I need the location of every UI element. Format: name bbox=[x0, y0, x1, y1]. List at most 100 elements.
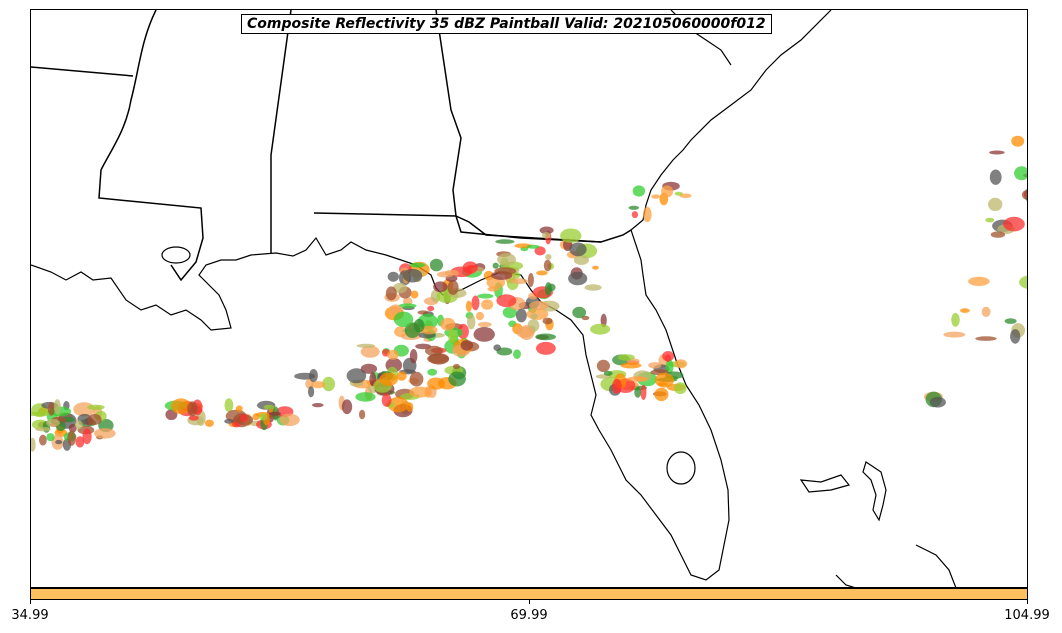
paintball-blob bbox=[259, 413, 268, 421]
paintball-blob bbox=[68, 423, 77, 433]
paintball-blob bbox=[224, 418, 234, 424]
paintball-blob bbox=[651, 194, 660, 199]
bahamas-south bbox=[915, 544, 957, 587]
bahamas-island bbox=[799, 474, 851, 493]
paintball-blob bbox=[471, 295, 480, 311]
paintball-blob bbox=[465, 300, 472, 312]
paintball-blob bbox=[35, 410, 50, 417]
paintball-blob bbox=[396, 371, 407, 381]
paintball-blob bbox=[631, 211, 639, 219]
paintball-blob bbox=[47, 402, 55, 416]
paintball-blob bbox=[527, 273, 534, 287]
paintball-blob bbox=[481, 299, 494, 310]
ms-al-border bbox=[270, 10, 292, 253]
paintball-blob bbox=[75, 420, 83, 430]
map-canvas bbox=[31, 10, 1027, 587]
paintball-blob bbox=[510, 278, 528, 285]
paintball-blob bbox=[346, 368, 367, 384]
paintball-blob bbox=[568, 271, 588, 286]
paintball-blob bbox=[640, 384, 647, 400]
paintball-blob bbox=[429, 258, 443, 272]
paintball-blob bbox=[536, 341, 556, 355]
paintball-blob bbox=[410, 290, 419, 299]
paintball-blob bbox=[409, 262, 426, 268]
paintball-blob bbox=[1010, 329, 1021, 344]
paintball-blob bbox=[387, 396, 409, 413]
paintball-blob bbox=[1014, 166, 1027, 181]
paintball-blob bbox=[279, 413, 300, 427]
paintball-blob bbox=[427, 353, 449, 364]
paintball-blob bbox=[413, 318, 425, 333]
paintball-blob bbox=[679, 193, 692, 199]
paintball-blob bbox=[989, 169, 1002, 185]
paintball-blob bbox=[406, 402, 414, 412]
paintball-blob bbox=[526, 244, 540, 249]
paintball-blob bbox=[968, 276, 990, 286]
paintball-blob bbox=[560, 228, 582, 243]
lake-okeechobee bbox=[666, 451, 696, 485]
paintball-blob bbox=[989, 150, 1005, 155]
paintball-blob bbox=[453, 363, 460, 370]
paintball-blob bbox=[1019, 275, 1027, 289]
paintball-blob bbox=[661, 185, 674, 198]
paintball-blob bbox=[409, 386, 431, 398]
paintball-blob bbox=[409, 371, 424, 387]
paintball-blob bbox=[402, 268, 423, 283]
paintball-blob bbox=[385, 286, 397, 301]
paintball-blob bbox=[467, 314, 476, 330]
paintball-blob bbox=[617, 354, 635, 361]
bahamas-outline bbox=[862, 461, 887, 522]
paintball-blob bbox=[960, 308, 970, 313]
paintball-blob bbox=[674, 382, 687, 395]
lake-pontchartrain bbox=[161, 246, 191, 264]
paintball-blob bbox=[596, 359, 611, 372]
paintball-blob bbox=[547, 283, 556, 292]
paintball-blob bbox=[436, 271, 454, 278]
paintball-blob bbox=[477, 293, 494, 299]
paintball-blob bbox=[356, 343, 376, 348]
paintball-blob bbox=[268, 411, 281, 416]
al-ga-border bbox=[435, 10, 462, 217]
paintball-blob bbox=[187, 401, 198, 417]
paintball-blob bbox=[627, 376, 648, 382]
paintball-blob bbox=[674, 359, 688, 369]
paintball-blob bbox=[929, 396, 946, 408]
coastline bbox=[31, 10, 957, 587]
paintball-blob bbox=[35, 427, 51, 432]
paintball-blob bbox=[584, 284, 602, 291]
paintball-blob bbox=[513, 349, 521, 360]
paintball-blob bbox=[387, 271, 399, 282]
paintball-blob bbox=[634, 386, 642, 398]
paintball-blob bbox=[360, 363, 378, 374]
paintball-blob bbox=[512, 271, 521, 279]
paintball-blob bbox=[440, 317, 456, 331]
paintball-blob bbox=[433, 281, 448, 293]
paintball-blob bbox=[516, 326, 534, 338]
la-ms-border bbox=[98, 10, 204, 282]
paintball-blob bbox=[981, 306, 991, 317]
paintball-blob bbox=[355, 392, 376, 402]
paintball-blob bbox=[409, 349, 418, 364]
paintball-blob bbox=[389, 304, 403, 316]
paintball-blob bbox=[543, 259, 552, 272]
paintball-blob bbox=[572, 306, 587, 319]
paintball-blob bbox=[943, 331, 966, 338]
paintball-blob bbox=[421, 325, 438, 335]
paintball-blob bbox=[592, 265, 599, 270]
ar-la-border bbox=[31, 66, 134, 77]
paintball-blob bbox=[87, 404, 105, 410]
paintball-blob bbox=[495, 239, 515, 244]
paintball-blob bbox=[985, 217, 995, 223]
paintball-blob bbox=[75, 436, 85, 448]
paintball-blob bbox=[473, 327, 495, 342]
paintball-blob bbox=[308, 386, 315, 398]
paintball-blob bbox=[39, 434, 47, 446]
paintball-blob bbox=[1021, 189, 1027, 200]
paintball-blob bbox=[1004, 318, 1017, 324]
paintball-blob bbox=[534, 246, 546, 256]
paintball-blob bbox=[427, 377, 445, 390]
paintball-blob bbox=[31, 437, 36, 452]
paintball-blob bbox=[393, 282, 408, 294]
paintball-blob bbox=[493, 344, 502, 352]
paintball-layer bbox=[31, 135, 1027, 452]
